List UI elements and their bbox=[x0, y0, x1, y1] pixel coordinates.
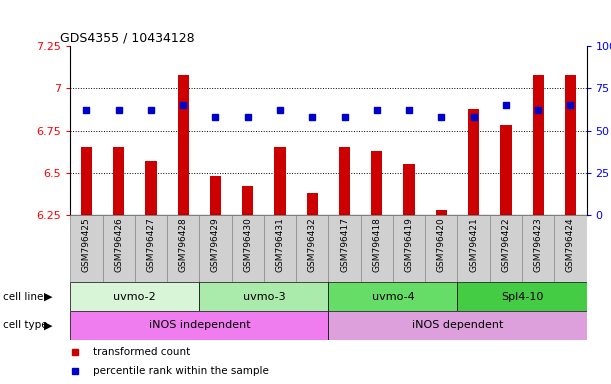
Text: iNOS independent: iNOS independent bbox=[148, 320, 250, 331]
Text: GSM796432: GSM796432 bbox=[308, 217, 316, 272]
Bar bbox=[458, 282, 587, 311]
Bar bbox=[242, 186, 254, 215]
Bar bbox=[339, 147, 350, 215]
Text: GSM796422: GSM796422 bbox=[502, 217, 510, 272]
Bar bbox=[274, 147, 286, 215]
Bar bbox=[329, 215, 360, 282]
Bar bbox=[565, 75, 576, 215]
Bar bbox=[458, 215, 490, 282]
Bar bbox=[393, 215, 425, 282]
Text: GSM796417: GSM796417 bbox=[340, 217, 349, 272]
Bar bbox=[371, 151, 382, 215]
Bar bbox=[70, 282, 199, 311]
Text: GSM796429: GSM796429 bbox=[211, 217, 220, 272]
Text: GSM796427: GSM796427 bbox=[147, 217, 155, 272]
Text: GSM796430: GSM796430 bbox=[243, 217, 252, 272]
Bar bbox=[199, 282, 329, 311]
Bar bbox=[425, 215, 458, 282]
Bar bbox=[403, 164, 415, 215]
Text: GSM796431: GSM796431 bbox=[276, 217, 285, 272]
Bar bbox=[145, 161, 156, 215]
Text: GSM796426: GSM796426 bbox=[114, 217, 123, 272]
Bar bbox=[533, 75, 544, 215]
Bar bbox=[103, 215, 135, 282]
Text: uvmo-4: uvmo-4 bbox=[371, 291, 414, 302]
Text: GSM796423: GSM796423 bbox=[533, 217, 543, 272]
Bar bbox=[199, 215, 232, 282]
Bar bbox=[167, 215, 199, 282]
Text: GSM796419: GSM796419 bbox=[404, 217, 414, 272]
Bar bbox=[522, 215, 554, 282]
Bar bbox=[500, 126, 511, 215]
Text: GSM796420: GSM796420 bbox=[437, 217, 446, 272]
Bar bbox=[232, 215, 264, 282]
Bar bbox=[468, 109, 479, 215]
Text: iNOS dependent: iNOS dependent bbox=[412, 320, 503, 331]
Bar bbox=[178, 75, 189, 215]
Bar bbox=[135, 215, 167, 282]
Bar bbox=[307, 193, 318, 215]
Text: GSM796424: GSM796424 bbox=[566, 217, 575, 272]
Bar bbox=[113, 147, 124, 215]
Text: uvmo-2: uvmo-2 bbox=[114, 291, 156, 302]
Bar bbox=[360, 215, 393, 282]
Text: GSM796421: GSM796421 bbox=[469, 217, 478, 272]
Text: GSM796428: GSM796428 bbox=[178, 217, 188, 272]
Text: ▶: ▶ bbox=[44, 320, 53, 331]
Text: GSM796418: GSM796418 bbox=[372, 217, 381, 272]
Text: GDS4355 / 10434128: GDS4355 / 10434128 bbox=[60, 32, 194, 45]
Bar bbox=[70, 215, 103, 282]
Bar bbox=[264, 215, 296, 282]
Text: transformed count: transformed count bbox=[93, 347, 191, 357]
Text: GSM796425: GSM796425 bbox=[82, 217, 91, 272]
Text: uvmo-3: uvmo-3 bbox=[243, 291, 285, 302]
Bar bbox=[490, 215, 522, 282]
Bar bbox=[436, 210, 447, 215]
Text: ▶: ▶ bbox=[44, 291, 53, 302]
Bar bbox=[70, 311, 329, 340]
Bar bbox=[210, 176, 221, 215]
Text: Spl4-10: Spl4-10 bbox=[501, 291, 543, 302]
Text: percentile rank within the sample: percentile rank within the sample bbox=[93, 366, 269, 376]
Bar bbox=[81, 147, 92, 215]
Bar bbox=[329, 311, 587, 340]
Text: cell type: cell type bbox=[3, 320, 48, 331]
Bar bbox=[329, 282, 458, 311]
Bar bbox=[296, 215, 329, 282]
Bar bbox=[554, 215, 587, 282]
Text: cell line: cell line bbox=[3, 291, 43, 302]
